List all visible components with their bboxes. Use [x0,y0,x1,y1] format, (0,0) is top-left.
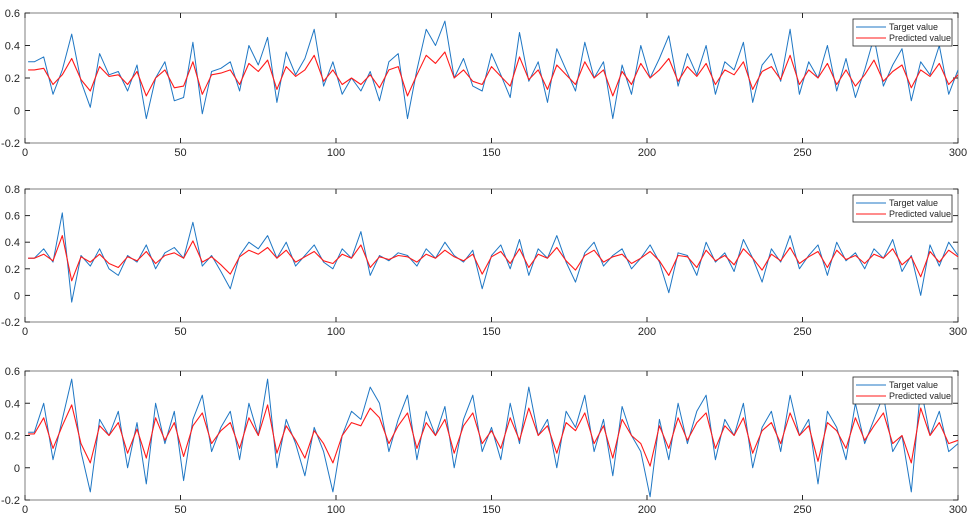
legend-label-target: Target value [889,380,938,390]
x-tick-label: 100 [327,147,345,159]
x-tick-label: 0 [22,504,28,516]
x-tick-label: 300 [949,326,967,338]
x-tick-label: 0 [22,326,28,338]
legend-box [852,18,953,47]
subplot-2: 0 50 100 150 200 250 300-0.200.20.40.60.8Targe… [1,184,967,338]
legend-box [852,194,953,223]
plot-area [24,370,959,501]
series-target-line [28,212,959,303]
y-tick-label: -0.2 [1,495,20,507]
x-tick-label: 150 [482,504,500,516]
series-predicted-line [28,404,959,467]
x-tick-label: 200 [638,326,656,338]
y-tick-label: 0.6 [5,366,20,378]
y-tick-label: 0.2 [5,431,20,443]
x-tick-label: 100 [327,326,345,338]
series-target-line [28,378,959,498]
x-tick-label: 0 [22,147,28,159]
y-tick-label: 0.4 [5,41,20,53]
x-tick-label: 150 [482,326,500,338]
legend-label-target: Target value [889,198,938,208]
x-tick-label: 200 [638,147,656,159]
x-tick-label: 50 [174,504,186,516]
series-predicted-line [28,235,959,282]
y-tick-label: 0.6 [5,211,20,223]
y-tick-label: 0.2 [5,73,20,85]
x-tick-label: 250 [793,504,811,516]
series-target-line [28,20,959,120]
y-tick-label: -0.2 [1,138,20,150]
legend-label-predicted: Predicted value [889,33,951,43]
x-tick-label: 100 [327,504,345,516]
legend-label-predicted: Predicted value [889,209,951,219]
x-tick-label: 300 [949,504,967,516]
y-tick-label: 0.8 [5,184,20,196]
x-tick-label: 300 [949,147,967,159]
legend-box [852,376,953,405]
y-tick-label: 0.6 [5,8,20,20]
series-predicted-line [28,51,959,97]
x-tick-label: 50 [174,147,186,159]
x-tick-label: 200 [638,504,656,516]
y-tick-label: 0 [14,290,20,302]
y-tick-label: 0 [14,106,20,118]
plot-area [24,12,959,144]
y-tick-label: 0.4 [5,398,20,410]
y-tick-label: -0.2 [1,317,20,329]
x-tick-label: 250 [793,147,811,159]
y-tick-label: 0.4 [5,237,20,249]
legend-label-target: Target value [889,22,938,32]
x-tick-label: 150 [482,147,500,159]
legend-label-predicted: Predicted value [889,391,951,401]
y-tick-label: 0 [14,463,20,475]
y-tick-label: 0.2 [5,264,20,276]
x-tick-label: 250 [793,326,811,338]
x-tick-label: 50 [174,326,186,338]
